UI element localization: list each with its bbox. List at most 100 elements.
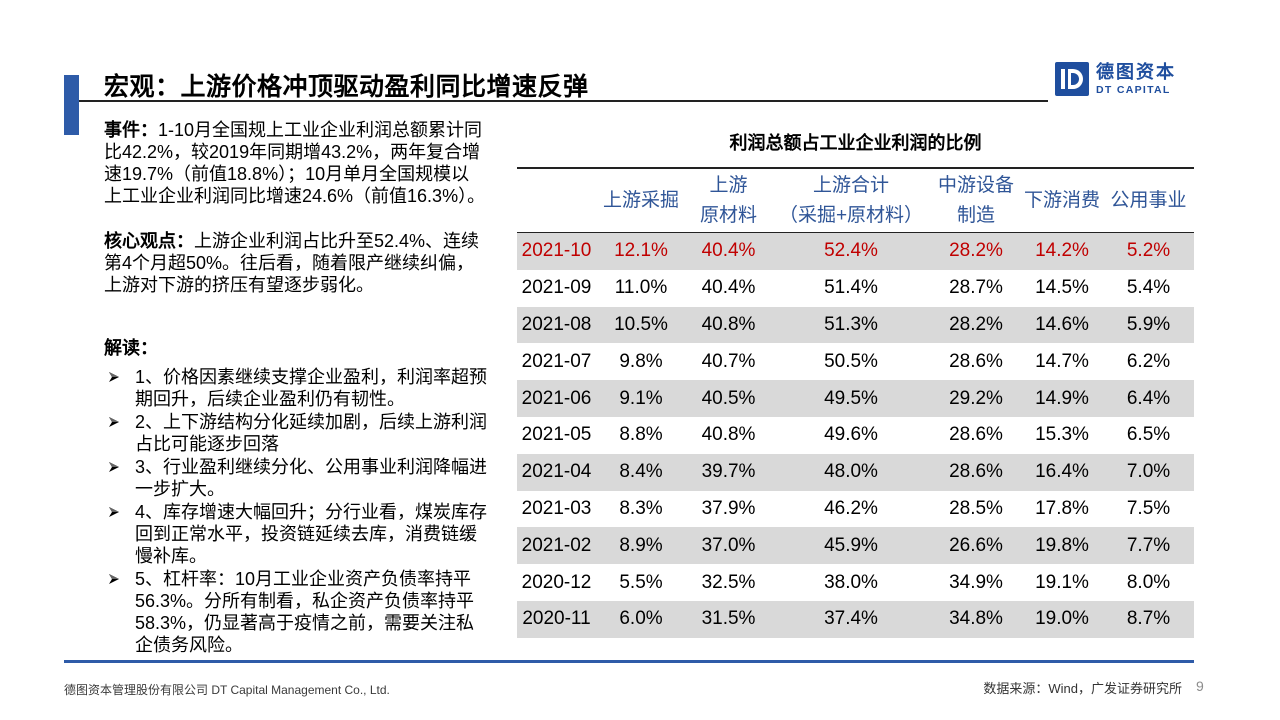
value-cell: 52.4%	[771, 232, 931, 270]
arrow-bullet-icon	[108, 416, 120, 428]
value-cell: 19.0%	[1021, 600, 1103, 638]
value-cell: 51.3%	[771, 306, 931, 344]
value-cell: 11.0%	[614, 277, 668, 299]
table-title: 利润总额占工业企业利润的比例	[729, 133, 982, 153]
row-date-cell: 2021-03	[521, 497, 592, 519]
bullet-text-line: 1、价格因素继续支撑企业盈利，利润率超预	[135, 367, 488, 387]
bullet-item: 3、行业盈利继续分化、公用事业利润降幅进 一步扩大。	[104, 456, 509, 500]
data-source-note: 数据来源：Wind，广发证券研究所	[983, 681, 1182, 696]
column-header: 上游采掘	[596, 167, 686, 233]
column-header-line: 下游消费	[1023, 189, 1100, 211]
value-cell: 40.4%	[701, 277, 756, 299]
row-date-cell: 2021-05	[521, 424, 592, 446]
value-cell: 12.1%	[596, 232, 686, 270]
row-date-cell: 2021-08	[517, 306, 596, 344]
title-accent-bar	[64, 75, 79, 135]
value-cell: 10.5%	[596, 306, 686, 344]
value-cell: 8.3%	[619, 497, 663, 519]
event-text-line: 1-10月全国规上工业企业利润总额累计同	[158, 120, 483, 140]
column-header: 公用事业	[1103, 167, 1194, 233]
bullet-text-line: 58.3%，仍显著高于疫情之前，需要关注私	[135, 613, 475, 633]
value-cell: 9.1%	[596, 380, 686, 417]
value-cell: 38.0%	[824, 571, 878, 593]
column-header-line: 上游	[709, 174, 748, 196]
value-cell: 49.6%	[824, 424, 878, 446]
page-number: 9	[1196, 678, 1204, 694]
table-row: 2020-11 6.0% 31.5% 37.4% 34.8% 19.0% 8.7%	[517, 600, 1194, 638]
value-cell: 8.4%	[596, 453, 686, 491]
value-cell: 6.4%	[1103, 380, 1194, 417]
value-cell: 37.9%	[701, 497, 756, 519]
brand-name-cn: 德图资本	[1096, 62, 1176, 82]
interpretation-bullet-list: 1、价格因素继续支撑企业盈利，利润率超预 期回升，后续企业盈利仍有韧性。 2、上…	[104, 366, 509, 657]
value-cell: 50.5%	[824, 350, 878, 372]
event-label: 事件：	[104, 120, 158, 140]
row-date-cell: 2020-11	[517, 600, 596, 638]
value-cell: 15.3%	[1035, 424, 1089, 446]
value-cell: 48.0%	[771, 453, 931, 491]
value-cell: 7.7%	[1103, 527, 1194, 565]
value-cell: 8.0%	[1126, 571, 1171, 593]
value-cell: 8.8%	[619, 424, 663, 446]
core-view-first-line: 核心观点：上游企业利润占比升至52.4%、连续	[104, 230, 509, 252]
event-text-line: 速19.7%（前值18.8%）；10月单月全国规模以	[104, 164, 470, 184]
value-cell: 45.9%	[771, 527, 931, 565]
table-row: 2021-09 11.0% 40.4% 51.4% 28.7% 14.5% 5.4%	[517, 270, 1194, 307]
value-cell: 34.8%	[931, 600, 1021, 638]
row-date-cell: 2021-02	[517, 527, 596, 565]
table-row: 2021-02 8.9% 37.0% 45.9% 26.6% 19.8% 7.7%	[517, 527, 1194, 565]
table-row: 2021-04 8.4% 39.7% 48.0% 28.6% 16.4% 7.0%	[517, 453, 1194, 491]
table-body: 2021-10 12.1% 40.4% 52.4% 28.2% 14.2% 5.2% 2021…	[517, 232, 1194, 638]
row-date-cell: 2021-04	[517, 453, 596, 491]
column-header-date	[517, 167, 596, 233]
value-cell: 7.5%	[1126, 497, 1171, 519]
arrow-bullet-icon	[108, 573, 120, 585]
value-cell: 5.4%	[1126, 277, 1171, 299]
dt-capital-logo-icon	[1055, 62, 1089, 96]
bullet-text-line: 56.3%。分所有制看，私企资产负债率持平	[135, 591, 475, 611]
core-view-text-line: 上游对下游的挤压有望逐步弱化。	[104, 275, 374, 295]
column-header-line: 上游采掘	[602, 189, 679, 211]
value-cell: 40.7%	[701, 350, 756, 372]
core-view-label: 核心观点：	[104, 231, 194, 251]
core-view-paragraph: 核心观点：上游企业利润占比升至52.4%、连续 第4个月超50%。往后看，随着限…	[104, 230, 509, 296]
row-date-cell: 2021-10	[517, 232, 596, 270]
value-cell: 19.8%	[1021, 527, 1103, 565]
table-row: 2021-06 9.1% 40.5% 49.5% 29.2% 14.9% 6.4%	[517, 380, 1194, 417]
bullet-text-line: 回到正常水平，投资链延续去库，消费链缓	[135, 524, 477, 544]
column-header-line: 中游设备	[937, 174, 1014, 196]
value-cell: 6.2%	[1126, 350, 1171, 372]
column-header-line: 原材料	[699, 204, 757, 226]
value-cell: 5.5%	[619, 571, 663, 593]
bullet-text-line: 慢补库。	[135, 546, 207, 566]
table-row: 2021-07 9.8% 40.7% 50.5% 28.6% 14.7% 6.2%	[517, 343, 1194, 380]
slide-title: 宏观：上游价格冲顶驱动盈利同比增速反弹	[104, 73, 589, 101]
value-cell: 29.2%	[931, 380, 1021, 417]
value-cell: 6.0%	[596, 600, 686, 638]
bullet-text-line: 一步扩大。	[135, 479, 225, 499]
value-cell: 51.4%	[824, 277, 878, 299]
column-header: 上游 原材料	[686, 167, 771, 233]
bullet-text-line: 4、库存增速大幅回升；分行业看，煤炭库存	[135, 502, 488, 522]
title-divider	[79, 100, 1048, 102]
column-header-line: 制造	[956, 204, 995, 226]
table-row: 2021-03 8.3% 37.9% 46.2% 28.5% 17.8% 7.5%	[517, 491, 1194, 528]
value-cell: 28.6%	[931, 453, 1021, 491]
value-cell: 49.5%	[771, 380, 931, 417]
value-cell: 9.8%	[619, 350, 663, 372]
bullet-item: 2、上下游结构分化延续加剧，后续上游利润 占比可能逐步回落	[104, 411, 509, 455]
bullet-item: 5、杠杆率：10月工业企业资产负债率持平 56.3%。分所有制看，私企资产负债率…	[104, 568, 509, 656]
column-header-line: 上游合计	[812, 174, 889, 196]
column-header-line: （采掘+原材料）	[778, 204, 924, 226]
bullet-item: 1、价格因素继续支撑企业盈利，利润率超预 期回升，后续企业盈利仍有韧性。	[104, 366, 509, 410]
value-cell: 40.5%	[686, 380, 771, 417]
value-cell: 14.9%	[1021, 380, 1103, 417]
footer-company: 德图资本管理股份有限公司 DT Capital Management Co., …	[64, 683, 390, 697]
table-row: 2020-12 5.5% 32.5% 38.0% 34.9% 19.1% 8.0%	[517, 564, 1194, 601]
bullet-text-line: 占比可能逐步回落	[135, 434, 279, 454]
value-cell: 40.8%	[686, 306, 771, 344]
arrow-bullet-icon	[108, 461, 120, 473]
value-cell: 28.6%	[949, 350, 1003, 372]
table-row: 2021-08 10.5% 40.8% 51.3% 28.2% 14.6% 5.9%	[517, 306, 1194, 344]
bullet-text-line: 5、杠杆率：10月工业企业资产负债率持平	[135, 569, 472, 589]
